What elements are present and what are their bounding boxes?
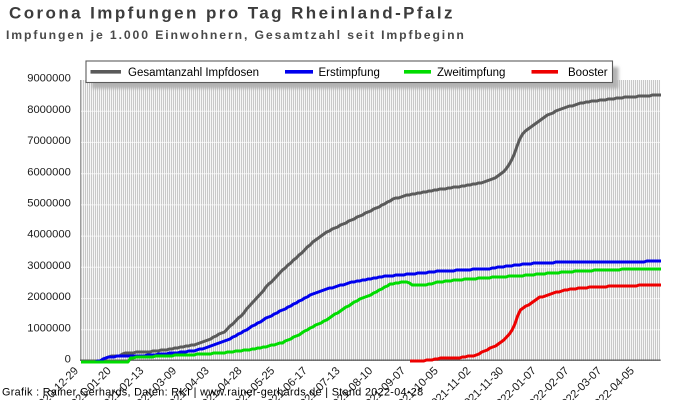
svg-text:1000000: 1000000 [27,322,71,334]
svg-text:Gesamtanzahl Impfdosen: Gesamtanzahl Impfdosen [128,67,259,79]
svg-text:0: 0 [65,354,71,366]
svg-text:Corona Impfungen pro Tag Rhein: Corona Impfungen pro Tag Rheinland-Pfalz [9,4,455,23]
svg-text:5000000: 5000000 [27,198,71,210]
svg-text:Zweitimpfung: Zweitimpfung [437,67,505,79]
svg-text:9000000: 9000000 [27,73,71,85]
svg-text:4000000: 4000000 [27,229,71,241]
svg-text:Grafik : Rainer Gerhards, Date: Grafik : Rainer Gerhards, Daten: RKI | w… [2,386,423,398]
svg-text:6000000: 6000000 [27,166,71,178]
svg-text:7000000: 7000000 [27,135,71,147]
svg-text:Impfungen je 1.000 Einwohnern,: Impfungen je 1.000 Einwohnern, Gesamtzah… [6,28,466,42]
svg-text:3000000: 3000000 [27,260,71,272]
svg-text:2000000: 2000000 [27,291,71,303]
svg-text:Erstimpfung: Erstimpfung [319,67,380,79]
svg-text:8000000: 8000000 [27,104,71,116]
svg-text:Booster: Booster [568,67,608,79]
